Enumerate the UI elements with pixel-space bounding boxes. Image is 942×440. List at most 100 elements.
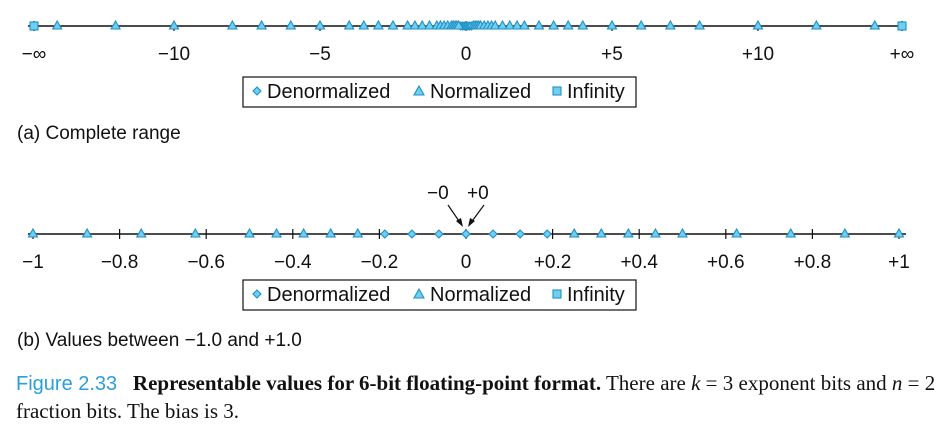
tick-label-1: +1 — [888, 252, 910, 273]
tick-label-neg-0p8: −0.8 — [101, 252, 139, 273]
caption-text-part-1: There are — [605, 371, 692, 395]
normalized-point — [635, 19, 647, 30]
legend-normalized-marker — [413, 84, 425, 96]
normalized-point — [504, 19, 516, 30]
legend-infinity-label: Infinity — [567, 284, 625, 306]
tick-label-0p4: +0.4 — [620, 252, 658, 273]
normalized-point — [511, 19, 523, 30]
normalized-point — [226, 19, 238, 30]
subcaption-complete-range: (a) Complete range — [17, 123, 181, 144]
normalized-point — [453, 19, 465, 30]
figure-number: Figure 2.33 — [16, 373, 118, 395]
caption-text-part-2: = 3 exponent bits and — [700, 371, 892, 395]
arrowhead-positive-zero — [468, 218, 475, 227]
normalized-point — [649, 227, 661, 238]
legend-normalized-marker — [413, 287, 425, 299]
panel-complete-range: −∞ −10 −5 0 +5 +10 +∞ Denormalized Normalized … — [17, 19, 914, 144]
legend-box-unit — [242, 279, 637, 311]
denormalized-point — [488, 229, 498, 239]
normalized-point — [256, 19, 268, 30]
normalized-point — [664, 19, 676, 30]
legend-unit: Denormalized Normalized Infinity — [242, 279, 637, 311]
normalized-point — [271, 227, 283, 238]
tick-label-0: 0 — [461, 44, 472, 65]
legend-denormalized-marker — [252, 289, 262, 299]
subcaption-unit-range: (b) Values between −1.0 and +1.0 — [17, 330, 302, 351]
normalized-point — [358, 19, 370, 30]
zero-arrows — [447, 204, 485, 227]
normalized-point — [893, 227, 905, 238]
denormalized-point — [542, 229, 552, 239]
tick-label-0p6: +0.6 — [707, 252, 745, 273]
normalized-point — [27, 227, 39, 238]
legend-normalized-label: Normalized — [430, 284, 531, 306]
tick-label-neg-5: −5 — [309, 44, 331, 65]
denormalized-point — [380, 229, 390, 239]
normalized-point — [677, 227, 688, 238]
normalized-point — [694, 19, 706, 30]
legend-normalized-label: Normalized — [430, 81, 531, 103]
annotation-positive-zero: +0 — [467, 183, 489, 204]
normalized-point — [244, 227, 255, 238]
caption-var-n: n — [891, 371, 903, 395]
tick-label-neg-10: −10 — [158, 44, 190, 65]
tick-label-0p8: +0.8 — [794, 252, 832, 273]
normalized-point — [810, 19, 822, 30]
normalized-point — [298, 227, 310, 238]
tick-label-neg-inf: −∞ — [22, 44, 47, 65]
panel-unit-range: −0 +0 −1 −0.8 −0.6 −0.4 −0.2 0 +0.2 +0.4 +0.6 +0.… — [17, 183, 910, 351]
normalized-point — [731, 227, 743, 238]
normalized-point — [81, 227, 93, 238]
normalized-point — [497, 19, 508, 30]
normalized-point — [402, 19, 414, 30]
normalized-point — [416, 19, 428, 30]
legend-infinity-marker — [552, 289, 562, 299]
normalized-point — [518, 19, 530, 30]
denormalized-point — [407, 229, 417, 239]
normalized-point — [568, 227, 580, 238]
infinity-point — [897, 21, 907, 31]
tick-label-0: 0 — [461, 252, 472, 273]
tick-label-5: +5 — [601, 44, 623, 65]
normalized-point — [533, 19, 545, 30]
caption-text-part-3: = 2 fraction bits. The bias is 3. — [16, 371, 936, 423]
tick-label-neg-0p4: −0.4 — [274, 252, 312, 273]
normalized-point — [352, 227, 364, 238]
legend-denormalized-label: Denormalized — [267, 81, 390, 103]
legend-complete: Denormalized Normalized Infinity — [242, 76, 637, 108]
tick-label-10: +10 — [742, 44, 774, 65]
normalized-point — [595, 227, 607, 238]
mark-group-unit — [27, 227, 905, 239]
caption-var-k: k — [691, 371, 701, 395]
normalized-point — [562, 19, 574, 30]
normalized-point — [622, 227, 634, 238]
legend-denormalized-marker — [252, 86, 262, 96]
figure-caption: Figure 2.33 Representable values for 6-b… — [16, 370, 936, 425]
normalized-point — [110, 19, 122, 30]
normalized-point — [606, 19, 618, 30]
tick-group-complete: −∞ −10 −5 0 +5 +10 +∞ — [22, 21, 914, 65]
normalized-point — [424, 19, 435, 30]
normalized-point — [168, 19, 180, 30]
figure-title: Representable values for 6-bit floating-… — [132, 371, 602, 395]
normalized-point — [409, 19, 421, 30]
normalized-point — [135, 227, 147, 238]
normalized-point — [372, 19, 384, 30]
normalized-point — [189, 227, 201, 238]
normalized-point — [785, 227, 797, 238]
tick-group-unit: −1 −0.8 −0.6 −0.4 −0.2 0 +0.2 +0.4 +0.6 +0.8 +1 — [22, 229, 910, 273]
normalized-point — [752, 19, 764, 30]
arrowhead-negative-zero — [456, 218, 463, 227]
normalized-point — [577, 19, 589, 30]
tick-label-neg-0p2: −0.2 — [361, 252, 399, 273]
denormalized-point — [461, 229, 471, 239]
tick-label-neg-0p6: −0.6 — [187, 252, 225, 273]
legend-box-complete — [242, 76, 637, 108]
normalized-point — [839, 227, 851, 238]
denormalized-point — [434, 229, 444, 239]
legend-infinity-label: Infinity — [567, 81, 625, 103]
legend-infinity-marker — [552, 86, 562, 96]
normalized-point — [343, 19, 355, 30]
legend-denormalized-label: Denormalized — [267, 284, 390, 306]
